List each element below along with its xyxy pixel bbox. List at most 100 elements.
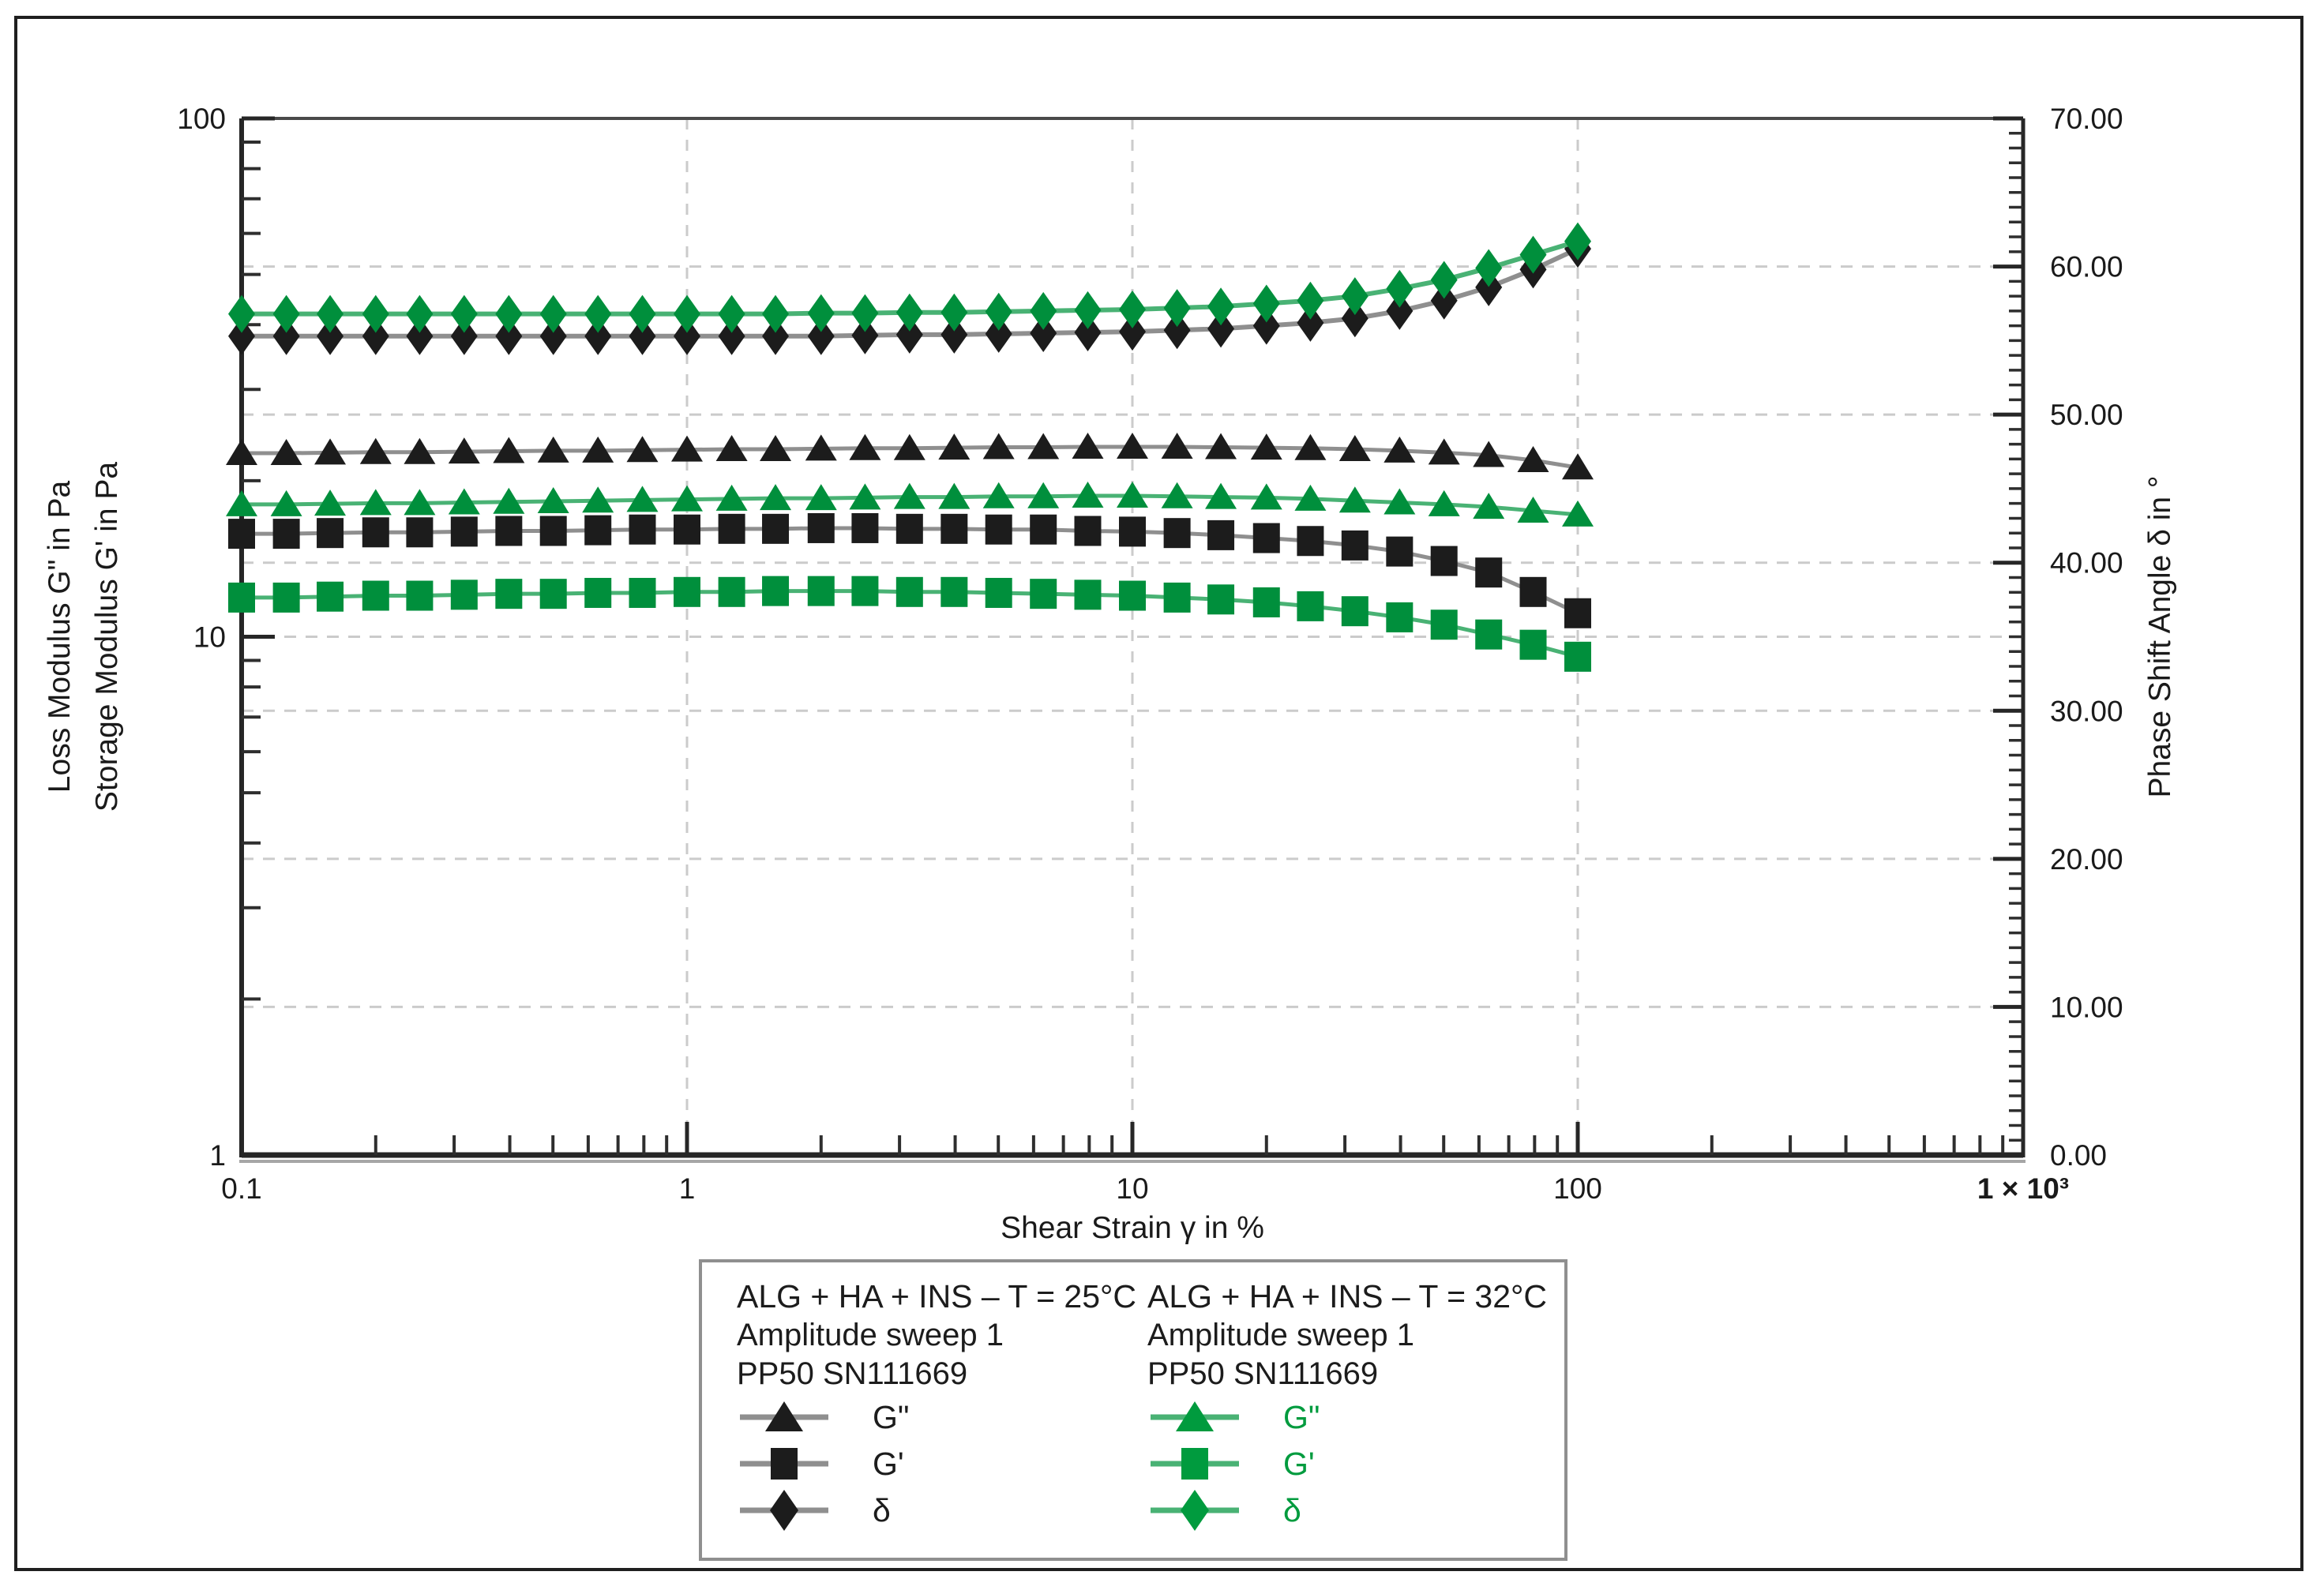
diamond-marker-icon [985,314,1012,353]
triangle-marker-icon [671,485,703,512]
x-axis-tick-label: 0.1 [221,1172,261,1205]
diamond-marker-icon [1386,269,1414,308]
diamond-marker-icon [539,294,567,333]
triangle-marker-icon [715,435,748,462]
triangle-marker-icon [626,486,659,512]
square-marker-icon [1074,579,1102,610]
diamond-marker-icon [1119,313,1146,351]
diamond-marker-icon [1252,284,1280,323]
left-axis-tick-label: 1 [209,1139,226,1172]
triangle-marker-icon [982,482,1015,508]
square-marker-icon [272,582,300,613]
square-marker-icon [762,576,790,606]
right-axis-tick-label: 10.00 [2050,991,2123,1023]
left-axis-title-loss: Loss Modulus G" in Pa [43,481,77,793]
triangle-marker-icon [1338,486,1371,513]
diamond-marker-icon [762,294,790,333]
diamond-marker-icon [450,294,478,333]
triangle-marker-icon [849,483,881,510]
x-axis-tick-label: 1 × 10³ [1977,1172,2069,1205]
triangle-marker-icon [893,482,925,509]
triangle-marker-icon [805,434,837,461]
diamond-marker-icon [539,317,567,355]
diamond-marker-icon [674,317,700,355]
square-marker-icon [584,577,612,608]
diamond-marker-icon [1519,235,1547,274]
square-marker-icon [718,576,745,607]
triangle-marker-icon [1027,433,1060,459]
square-marker-icon [228,582,255,613]
diamond-marker-icon [1074,313,1102,352]
square-marker-icon [940,576,968,607]
square-marker-icon [450,516,478,547]
square-marker-icon [985,577,1012,608]
square-marker-icon [1341,530,1368,561]
diamond-marker-icon [1163,289,1191,328]
diamond-marker-icon [1564,222,1591,261]
legend-device-label: PP50 SN111669 [737,1356,968,1391]
square-marker-icon [272,519,300,549]
legend-series-label: G' [1283,1445,1315,1482]
triangle-marker-icon [1473,493,1505,519]
triangle-marker-icon [1161,432,1193,459]
diamond-marker-icon [228,294,255,333]
diamond-marker-icon [940,315,968,354]
diamond-marker-icon [1119,290,1146,328]
square-marker-icon [1430,609,1458,640]
square-marker-icon [718,513,745,544]
square-marker-icon [807,576,835,606]
left-axis-tick-label: 100 [177,103,226,135]
diamond-marker-icon [629,294,656,333]
diamond-marker-icon [1386,291,1414,330]
triangle-marker-icon [493,487,525,514]
legend-column-25c: ALG + HA + INS – T = 25°C Amplitude swee… [737,1277,1147,1558]
triangle-marker-icon [314,489,347,516]
square-marker-icon [1386,536,1414,567]
triangle-marker-icon [938,482,971,509]
diamond-marker-icon [1030,291,1057,330]
legend-series-label: G" [1283,1398,1320,1435]
triangle-marker-icon [226,439,257,466]
diamond-marker-icon [1074,291,1102,329]
triangle-marker-icon [1338,435,1371,462]
legend-sample-title: ALG + HA + INS – T = 32°C [1147,1278,1548,1315]
triangle-marker-icon [1117,482,1148,508]
square-marker-icon [1252,587,1280,617]
triangle-marker-icon [1250,433,1282,460]
right-axis-tick-label: 20.00 [2050,843,2123,876]
square-marker-icon [629,514,656,545]
diamond-marker-icon [895,293,923,332]
square-marker-icon [740,1448,828,1480]
square-marker-icon [674,514,700,545]
diamond-glyph [770,1490,798,1531]
square-marker-icon [1074,516,1102,546]
triangle-marker-icon [1072,482,1104,508]
square-marker-icon [851,512,879,543]
triangle-marker-icon [1205,433,1237,459]
square-marker-icon [495,579,523,609]
diamond-marker-icon [362,317,389,355]
triangle-marker-icon [1294,484,1327,511]
right-axis-tick-label: 50.00 [2050,399,2123,431]
legend-column-32c: ALG + HA + INS – T = 32°C Amplitude swee… [1147,1277,1558,1558]
diamond-marker-icon [985,292,1012,331]
diamond-glyph [1181,1490,1209,1531]
diamond-marker-icon [272,294,300,333]
triangle-glyph [1176,1401,1214,1431]
square-marker-icon [1163,518,1191,549]
square-marker-icon [895,576,923,607]
triangle-marker-icon [893,433,925,460]
square-marker-icon [317,581,344,612]
triangle-glyph [765,1401,803,1431]
diamond-marker-icon [495,317,523,355]
triangle-marker-icon [448,437,480,464]
diamond-marker-icon [1207,309,1235,348]
triangle-marker-icon [740,1401,828,1431]
right-axis-tick-label: 60.00 [2050,251,2123,283]
square-marker-icon [1151,1448,1239,1480]
square-marker-icon [807,512,835,543]
x-axis-title: Shear Strain γ in % [1001,1211,1264,1245]
right-axis-tick-label: 0.00 [2050,1139,2107,1172]
right-axis-tick-label: 70.00 [2050,103,2123,135]
diamond-marker-icon [495,294,523,333]
